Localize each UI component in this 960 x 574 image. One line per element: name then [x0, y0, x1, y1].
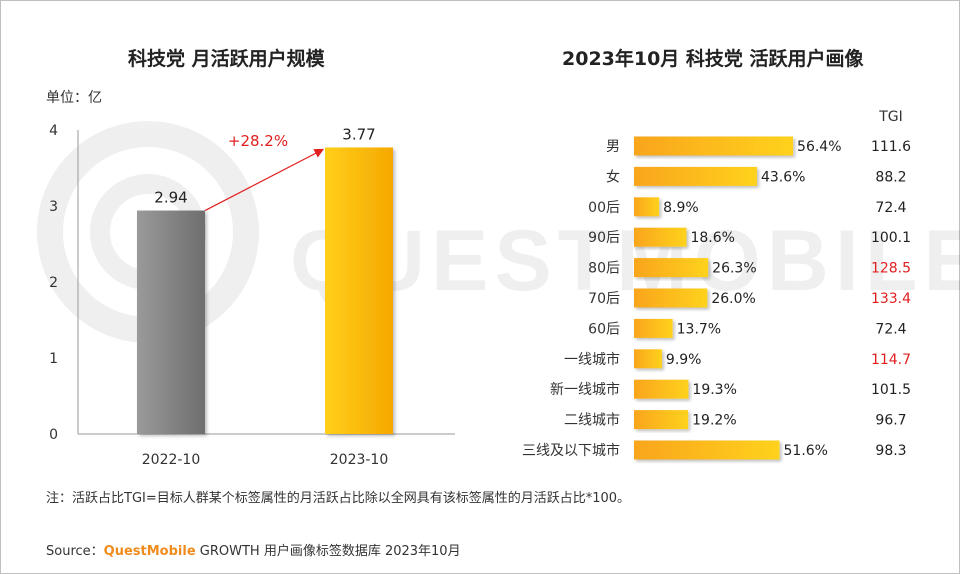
hbar-value-label: 19.3%: [692, 382, 736, 398]
growth-arrow: [204, 148, 325, 212]
source-text: GROWTH 用户画像标签数据库 2023年10月: [195, 544, 461, 559]
right-chart-title: 2023年10月 科技党 活跃用户画像: [562, 48, 864, 70]
tgi-header: TGI: [878, 109, 903, 125]
hbar-60后: [634, 318, 673, 338]
bar-2023-10: [325, 147, 393, 435]
y-tick-label: 0: [49, 427, 58, 443]
hbar-女: [634, 166, 757, 186]
right-chart-labels: TGI 男 56.4% 111.6 女 43.6% 88.2 00后 8.9% 72.4 90后 18…: [522, 109, 911, 459]
category-label: 60后: [588, 321, 620, 337]
hbar-00后: [634, 197, 660, 217]
hbar-value-label: 19.2%: [692, 413, 736, 429]
bar-value-label: 2.94: [154, 189, 187, 207]
hbar-value-label: 13.7%: [677, 321, 721, 337]
footnote: 注：活跃占比TGI=目标人群某个标签属性的月活跃占比除以全网具有该标签属性的月活…: [46, 491, 631, 506]
y-tick-label: 2: [49, 275, 58, 291]
right-chart-bars: [634, 136, 794, 460]
tgi-value: 100.1: [871, 230, 911, 246]
y-tick-label: 1: [49, 351, 58, 367]
category-label: 一线城市: [564, 351, 620, 368]
x-tick-label: 2022-10: [142, 452, 201, 468]
hbar-二线城市: [634, 410, 689, 430]
category-label: 女: [606, 168, 620, 185]
hbar-一线城市: [634, 349, 662, 369]
hbar-value-label: 43.6%: [761, 169, 805, 185]
hbar-男: [634, 136, 794, 156]
tgi-value: 98.3: [875, 443, 906, 459]
y-tick-label: 3: [49, 199, 58, 215]
category-label: 三线及以下城市: [522, 442, 620, 459]
hbar-value-label: 51.6%: [784, 443, 828, 459]
hbar-新一线城市: [634, 379, 689, 399]
y-tick-label: 4: [49, 123, 58, 139]
category-label: 新一线城市: [550, 381, 620, 398]
tgi-value: 88.2: [875, 169, 906, 185]
growth-label: +28.2%: [228, 132, 288, 150]
hbar-value-label: 56.4%: [797, 139, 841, 155]
watermark: QUESTMOBILE: [37, 121, 960, 343]
hbar-80后: [634, 258, 709, 278]
source-line: Source：QuestMobile GROWTH 用户画像标签数据库 2023…: [46, 540, 461, 559]
hbar-70后: [634, 288, 708, 308]
left-chart-bars: [137, 147, 393, 435]
hbar-value-label: 26.3%: [712, 261, 756, 277]
tgi-value: 72.4: [875, 321, 906, 337]
hbar-value-label: 9.9%: [666, 352, 702, 368]
hbar-value-label: 18.6%: [690, 230, 734, 246]
category-label: 男: [606, 139, 620, 155]
category-label: 80后: [588, 261, 620, 277]
hbar-三线及以下城市: [634, 440, 780, 460]
bar-2022-10: [137, 210, 205, 434]
tgi-value: 96.7: [875, 413, 906, 429]
category-label: 00后: [588, 200, 620, 216]
hbar-value-label: 26.0%: [711, 291, 755, 307]
hbar-90后: [634, 227, 687, 247]
tgi-value: 128.5: [871, 261, 911, 277]
category-label: 二线城市: [564, 412, 620, 429]
category-label: 90后: [588, 230, 620, 246]
tgi-value: 114.7: [871, 352, 911, 368]
left-chart-labels: 2.94 2022-10 3.77 2023-10 +28.2%: [142, 125, 389, 468]
tgi-value: 133.4: [871, 291, 911, 307]
watermark-text: QUESTMOBILE: [290, 213, 960, 309]
category-label: 70后: [588, 291, 620, 307]
left-chart-unit: 单位：亿: [46, 90, 102, 106]
hbar-value-label: 8.9%: [663, 200, 699, 216]
x-tick-label: 2023-10: [330, 452, 389, 468]
tgi-value: 72.4: [875, 200, 906, 216]
tgi-value: 101.5: [871, 382, 911, 398]
bar-value-label: 3.77: [342, 125, 375, 143]
source-prefix: Source：: [46, 544, 104, 559]
source-brand: QuestMobile: [103, 544, 196, 559]
left-chart-title: 科技党 月活跃用户规模: [128, 48, 325, 70]
tgi-value: 111.6: [871, 139, 911, 155]
